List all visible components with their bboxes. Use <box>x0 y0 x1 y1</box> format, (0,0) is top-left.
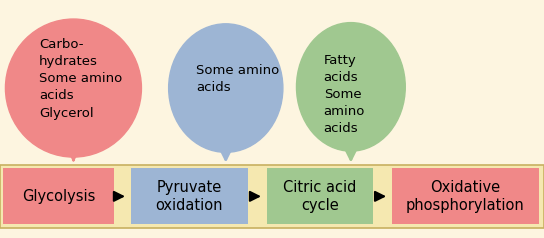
Ellipse shape <box>5 19 141 157</box>
Text: amino: amino <box>324 105 365 118</box>
Text: Glycerol: Glycerol <box>39 107 94 120</box>
Text: hydrates: hydrates <box>39 55 98 68</box>
Text: Some amino: Some amino <box>39 72 122 85</box>
Bar <box>267 168 373 224</box>
Ellipse shape <box>169 24 283 152</box>
Text: Pyruvate
oxidation: Pyruvate oxidation <box>156 179 223 213</box>
Bar <box>131 168 248 224</box>
Text: Glycolysis: Glycolysis <box>22 189 95 204</box>
Text: acids: acids <box>196 81 231 94</box>
Text: Carbo-: Carbo- <box>39 38 84 51</box>
Text: Some: Some <box>324 88 361 101</box>
Text: acids: acids <box>324 71 358 84</box>
Text: acids: acids <box>324 122 358 135</box>
Text: acids: acids <box>39 89 74 103</box>
Text: Citric acid
cycle: Citric acid cycle <box>283 179 356 213</box>
Bar <box>392 168 539 224</box>
Bar <box>3 168 114 224</box>
FancyBboxPatch shape <box>0 165 544 228</box>
Ellipse shape <box>296 23 405 151</box>
Text: Oxidative
phosphorylation: Oxidative phosphorylation <box>406 179 524 213</box>
Text: Fatty: Fatty <box>324 54 356 67</box>
Text: Some amino: Some amino <box>196 64 279 77</box>
